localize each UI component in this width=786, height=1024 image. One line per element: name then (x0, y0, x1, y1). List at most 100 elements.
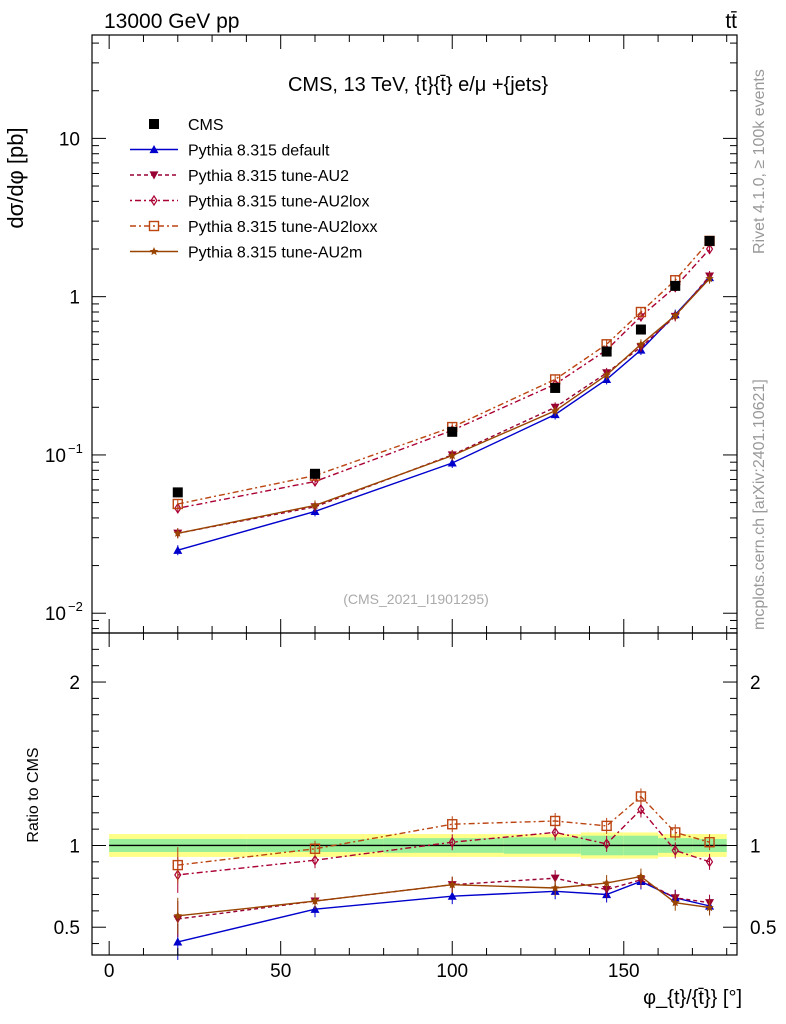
ratio-point-0-2 (447, 891, 457, 900)
series-point-3-5 (635, 306, 647, 318)
main-ytick-label-2: 1 (69, 288, 80, 309)
ratio-plot-panel: 0.5 0.5 1 1 2 2 0 50 100 150 Ratio to CMS φ_{t}/… (25, 35, 776, 1009)
ratio-point-2-5 (637, 803, 645, 816)
data-point-1 (310, 468, 321, 479)
ratio-point-2-1 (311, 854, 319, 866)
series-point-4-2 (448, 451, 457, 460)
main-ytick-label-3: 10 (59, 129, 80, 150)
legend-label-data: CMS (188, 117, 224, 134)
data-point-4 (601, 346, 612, 357)
series-point-2-5 (637, 310, 645, 323)
series-point-2-7 (705, 243, 714, 255)
series-point-4-4 (602, 370, 611, 379)
main-ytick-exp-1: −1 (68, 441, 83, 456)
legend-marker-3 (148, 220, 160, 232)
ratio-plot-frame (91, 632, 738, 956)
legend: CMS Pythia 8.315 default Pythia 8.315 tune… (130, 117, 377, 262)
legend-marker-1 (149, 171, 159, 180)
series-point-4-0 (173, 528, 183, 537)
ratio-point-4-6 (671, 898, 680, 907)
legend-label-4: Pythia 8.315 tune-AU2m (188, 245, 362, 262)
series-point-4-6 (671, 311, 680, 320)
ratio-point-3-3 (549, 815, 561, 827)
xtick-label-0: 0 (104, 961, 115, 982)
ratio-point-4-7 (705, 903, 714, 912)
ratio-line-3 (177, 795, 710, 866)
legend-marker-4 (149, 247, 159, 256)
watermark-label: (CMS_2021_I1901295) (343, 591, 489, 607)
ratio-point-3-1 (309, 843, 321, 854)
ratio-ytick-label-right-1: 1 (750, 836, 761, 857)
ratio-point-4-2 (448, 880, 457, 889)
legend-label-3: Pythia 8.315 tune-AU2loxx (188, 219, 377, 236)
data-point-7 (704, 235, 715, 246)
series-line-3 (177, 240, 711, 505)
xlabel: φ_{t}/{t̄}} [°] (643, 987, 742, 1009)
ratio-point-4-5 (636, 872, 646, 881)
xtick-label-2: 100 (436, 961, 468, 982)
data-point-5 (635, 324, 646, 335)
ratio-point-2-6 (671, 844, 679, 856)
legend-marker-0 (149, 145, 159, 154)
data-point-6 (670, 280, 681, 291)
main-ytick-label-1: 10 (45, 446, 66, 467)
ratio-line-1 (177, 877, 710, 920)
ratio-point-2-4 (602, 838, 611, 850)
ratio-point-3-5 (635, 791, 647, 802)
side-mcplots-label: mcplots.cern.ch [arXiv:2401.10621] (751, 379, 768, 630)
ratio-point-4-0 (173, 911, 183, 920)
ratio-line-4 (177, 875, 710, 917)
ratio-point-4-1 (310, 896, 320, 905)
legend-marker-2 (150, 194, 158, 207)
header-process-label: tt̄ (725, 10, 737, 33)
header-energy-label: 13000 GeV pp (104, 10, 239, 33)
main-ytick-exp-0: −2 (68, 599, 83, 614)
ratio-point-3-2 (447, 819, 458, 830)
series-line-0 (177, 277, 711, 551)
main-ytick-label-0: 10 (45, 604, 66, 625)
side-rivet-label: Rivet 4.1.0, ≥ 100k events (751, 69, 768, 254)
main-ylabel-text: dσ/dφ [pb] (3, 127, 28, 228)
main-ylabel: dσ/dφ [pb] (3, 127, 28, 228)
ratio-line-0 (177, 880, 710, 943)
ratio-point-3-4 (601, 820, 612, 832)
series-point-3-3 (549, 374, 561, 385)
legend-label-0: Pythia 8.315 default (188, 143, 330, 160)
legend-label-2: Pythia 8.315 tune-AU2lox (188, 194, 369, 211)
ratio-ytick-label-left-2: 2 (69, 673, 80, 694)
ratio-ytick-label-left-0: 0.5 (54, 918, 80, 939)
data-point-0 (172, 487, 183, 498)
ratio-line-2 (177, 808, 710, 876)
data-point-3 (550, 382, 561, 393)
ratio-point-3-6 (670, 827, 681, 838)
ratio-point-0-0 (173, 937, 183, 946)
legend-label-1: Pythia 8.315 tune-AU2 (188, 168, 349, 185)
series-point-4-3 (550, 406, 560, 415)
series-line-2 (177, 248, 711, 509)
ratio-point-4-3 (550, 883, 560, 892)
ratio-point-4-4 (602, 878, 611, 887)
ratio-point-2-7 (705, 856, 714, 868)
series-point-4-7 (705, 274, 714, 283)
series-point-3-0 (172, 498, 183, 510)
ratio-point-3-0 (172, 859, 183, 871)
series-point-2-0 (174, 502, 182, 514)
ratio-point-3-7 (704, 837, 715, 848)
xtick-label-1: 50 (270, 961, 291, 982)
ratio-ytick-label-left-1: 1 (69, 836, 80, 857)
ratio-point-2-3 (551, 826, 559, 839)
data-point-2 (447, 426, 458, 437)
chart-title: CMS, 13 TeV, {t}{t̄} e/μ +{jets} (288, 74, 548, 96)
ratio-ytick-label-right-0: 0.5 (750, 918, 776, 939)
ratio-ytick-label-right-2: 2 (750, 673, 761, 694)
ratio-ylabel: Ratio to CMS (25, 747, 42, 842)
xtick-label-3: 150 (608, 961, 640, 982)
ratio-point-2-2 (448, 836, 456, 848)
legend-marker-data (149, 119, 159, 129)
series-point-4-1 (310, 500, 320, 509)
series-point-0-2 (447, 458, 457, 467)
series-point-0-0 (173, 545, 183, 554)
series-line-4 (177, 278, 711, 534)
